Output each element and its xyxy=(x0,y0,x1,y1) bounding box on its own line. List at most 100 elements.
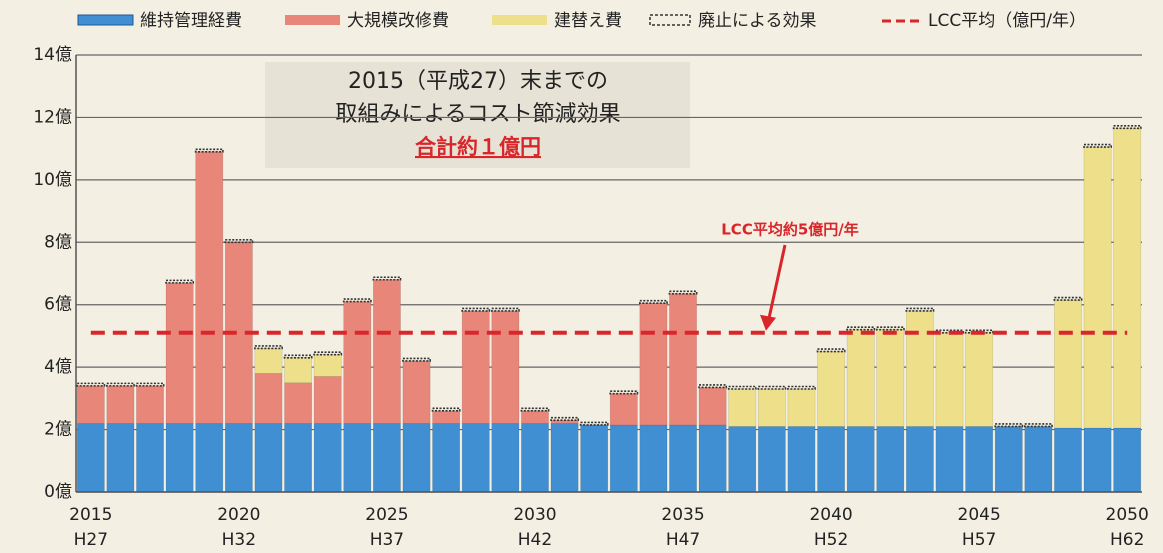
bar-segment xyxy=(402,360,431,424)
bar-segment xyxy=(521,410,549,424)
bar-segment xyxy=(343,423,372,493)
bar-segment xyxy=(638,299,668,304)
x-tick-label: H37 xyxy=(370,530,404,550)
bar-segment xyxy=(639,424,668,493)
annotation-line: 取組みによるコスト節減効果 xyxy=(335,102,620,127)
bar-segment xyxy=(994,426,1023,493)
annotation-box xyxy=(265,62,690,168)
bar-segment xyxy=(491,423,520,493)
x-tick-label: H32 xyxy=(222,530,256,550)
bar-segment xyxy=(135,382,165,387)
x-tick-label: 2040 xyxy=(809,505,852,525)
bar-segment xyxy=(817,351,846,427)
bar-segment xyxy=(106,385,135,424)
bar-segment xyxy=(1024,426,1053,493)
bar-segment xyxy=(76,385,105,424)
bar-segment xyxy=(757,385,787,390)
bar-segment xyxy=(698,384,728,389)
bar-segment xyxy=(846,326,876,331)
bar-segment xyxy=(461,307,491,312)
bar-segment xyxy=(698,387,727,426)
annotation-highlight: 合計約１億円 xyxy=(415,135,541,159)
bar-segment xyxy=(432,423,461,493)
y-tick-label: 12億 xyxy=(33,107,72,127)
bar-segment xyxy=(1083,143,1113,148)
legend-label: 維持管理経費 xyxy=(140,11,242,31)
legend-swatch xyxy=(649,14,691,26)
x-tick-label: 2030 xyxy=(513,505,556,525)
bar-segment xyxy=(76,382,106,387)
bar-segment xyxy=(1112,125,1142,130)
bar-segment xyxy=(254,345,283,350)
bar-segment xyxy=(1054,299,1082,429)
bar-segment xyxy=(580,424,609,493)
bar-segment xyxy=(550,416,580,422)
legend-label: 廃止による効果 xyxy=(698,11,817,31)
bar-segment xyxy=(965,426,994,493)
bar-segment xyxy=(165,423,194,493)
bar-segment xyxy=(106,423,135,493)
bar-segment xyxy=(668,290,698,295)
bar-segment xyxy=(1083,146,1112,429)
bar-segment xyxy=(313,423,342,493)
bar-segment xyxy=(372,423,401,493)
legend-swatch xyxy=(492,15,547,25)
bar-segment xyxy=(875,326,905,331)
bar-segment xyxy=(609,390,639,395)
bar-segment xyxy=(313,351,343,356)
bar-segment xyxy=(224,238,254,244)
bar-segment xyxy=(520,407,550,412)
average-arrowhead xyxy=(760,314,776,331)
y-tick-label: 10億 xyxy=(33,170,72,190)
x-tick-label: H62 xyxy=(1110,530,1144,550)
legend-label: LCC平均（億円/年） xyxy=(928,11,1086,31)
bar-segment xyxy=(461,310,490,424)
x-tick-label: H27 xyxy=(74,530,108,550)
bar-segment xyxy=(313,354,342,377)
bar-segment xyxy=(905,426,934,493)
bar-segment xyxy=(402,423,431,493)
y-tick-label: 2億 xyxy=(44,420,72,440)
bar-segment xyxy=(609,393,638,426)
bar-segment xyxy=(313,376,342,424)
bar-segment xyxy=(757,388,786,427)
bar-segment xyxy=(817,426,846,493)
bar-segment xyxy=(965,332,994,427)
bar-segment xyxy=(284,357,313,384)
annotation-line: 2015（平成27）末までの xyxy=(348,69,608,94)
y-tick-label: 8億 xyxy=(44,232,72,252)
x-tick-label: 2025 xyxy=(365,505,408,525)
bar-segment xyxy=(105,382,135,387)
bar-segment xyxy=(1054,427,1082,493)
bar-segment xyxy=(816,348,846,353)
bar-segment xyxy=(254,348,283,374)
bar-segment xyxy=(698,424,727,493)
bar-segment xyxy=(935,332,964,427)
y-tick-label: 14億 xyxy=(33,45,72,65)
bar-segment xyxy=(402,357,431,362)
bar-segment xyxy=(1113,427,1142,493)
y-tick-label: 0億 xyxy=(44,482,72,502)
bar-segment xyxy=(372,279,401,424)
bar-segment xyxy=(935,426,964,493)
bar-segment xyxy=(461,423,490,493)
bar-segment xyxy=(846,329,875,427)
bar-segment xyxy=(579,421,609,426)
bar-segment xyxy=(284,382,313,424)
bar-segment xyxy=(787,426,816,493)
x-tick-label: H57 xyxy=(962,530,996,550)
x-tick-label: H47 xyxy=(666,530,700,550)
bar-segment xyxy=(283,354,313,359)
bar-segment xyxy=(757,426,786,493)
bar-segment xyxy=(195,423,224,493)
bar-segment xyxy=(372,276,402,281)
bar-segment xyxy=(165,282,194,424)
bar-segment xyxy=(669,293,697,426)
bar-segment xyxy=(194,148,224,153)
bar-segment xyxy=(195,151,224,424)
x-tick-label: 2045 xyxy=(958,505,1001,525)
bar-segment xyxy=(876,329,905,427)
bar-segment xyxy=(343,301,372,424)
bar-segment xyxy=(787,385,816,390)
